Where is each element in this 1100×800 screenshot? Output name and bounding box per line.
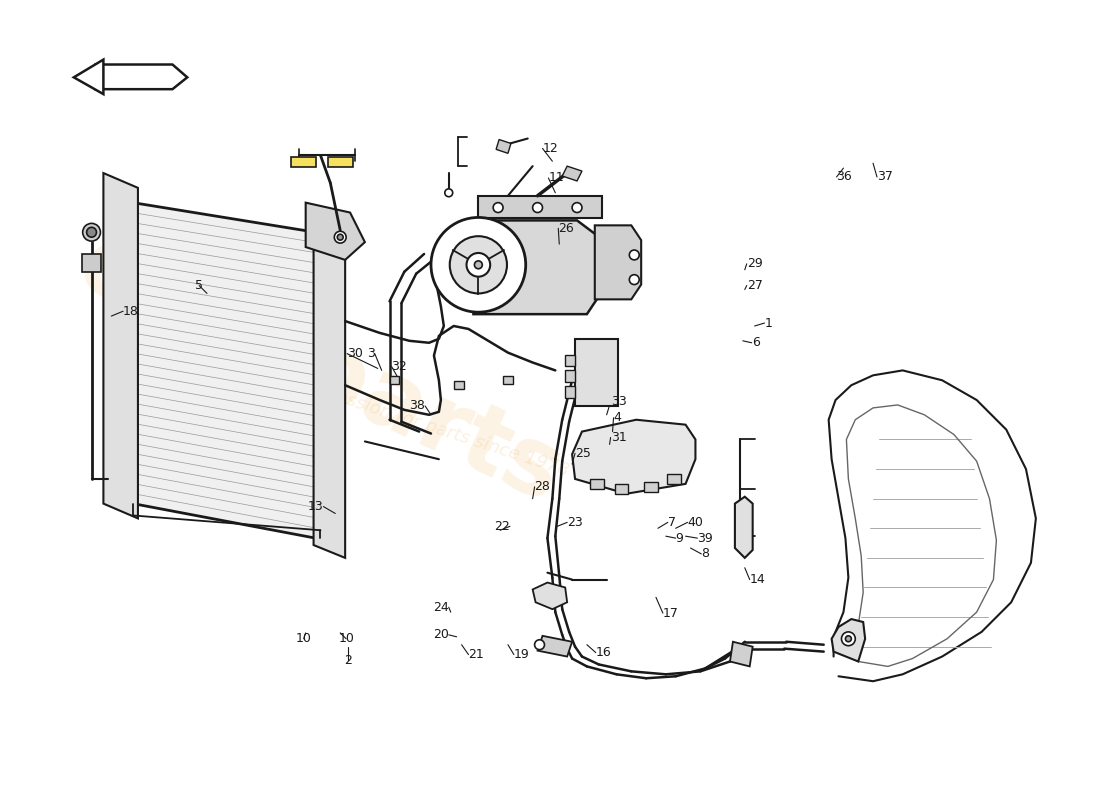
Polygon shape [667,474,681,484]
Circle shape [431,218,526,312]
Text: 32: 32 [392,360,407,373]
Text: 17: 17 [663,606,679,620]
Text: 6: 6 [751,336,760,350]
Polygon shape [81,254,101,272]
Text: 7: 7 [668,516,675,529]
Polygon shape [133,202,316,538]
Polygon shape [103,173,138,518]
Circle shape [629,250,639,260]
Circle shape [535,640,544,650]
Text: 28: 28 [535,480,550,494]
Circle shape [474,261,482,269]
Polygon shape [590,479,604,489]
Polygon shape [389,376,399,384]
Text: 3: 3 [367,347,375,360]
Polygon shape [290,158,316,167]
Polygon shape [645,482,658,492]
Text: 33: 33 [610,395,626,409]
Text: 16: 16 [596,646,612,659]
Polygon shape [306,202,365,260]
Circle shape [532,202,542,213]
Text: 18: 18 [123,305,139,318]
Text: 20: 20 [433,628,449,642]
Text: 4: 4 [614,411,622,424]
Polygon shape [453,382,463,389]
Polygon shape [595,226,641,299]
Text: 30: 30 [348,347,363,360]
Text: 11: 11 [549,171,564,185]
Polygon shape [575,339,618,406]
Polygon shape [562,166,582,181]
Polygon shape [96,65,187,89]
Text: 39: 39 [697,532,713,545]
Circle shape [444,189,453,197]
Text: 29: 29 [747,258,762,270]
Text: 38: 38 [409,399,425,413]
Text: a passion for parts since 1978: a passion for parts since 1978 [307,379,571,480]
Polygon shape [503,376,513,384]
Text: 27: 27 [747,279,762,292]
Polygon shape [572,420,695,494]
Polygon shape [832,619,866,662]
Polygon shape [496,139,510,154]
Circle shape [334,231,346,243]
Text: 5: 5 [195,279,204,292]
Text: 12: 12 [542,142,558,155]
Text: 31: 31 [610,431,626,444]
Text: 2: 2 [344,654,352,667]
Text: 22: 22 [494,520,510,533]
Polygon shape [565,370,575,382]
Text: 21: 21 [469,648,484,661]
Text: 24: 24 [433,601,449,614]
Circle shape [842,632,856,646]
Text: 25: 25 [575,446,591,460]
Circle shape [82,223,100,241]
Text: 23: 23 [568,516,583,529]
Polygon shape [730,642,752,666]
Circle shape [87,227,97,237]
Text: 36: 36 [836,170,852,183]
Circle shape [466,253,491,277]
Polygon shape [329,158,353,167]
Polygon shape [314,234,345,558]
Text: 14: 14 [750,573,766,586]
Text: 40: 40 [688,516,703,529]
Polygon shape [735,497,752,558]
Text: 37: 37 [877,170,893,183]
Circle shape [629,274,639,285]
Circle shape [572,202,582,213]
Circle shape [493,202,503,213]
Text: 8: 8 [702,547,710,561]
Polygon shape [615,484,628,494]
Text: 19: 19 [514,648,529,661]
Polygon shape [565,354,575,366]
Polygon shape [565,386,575,398]
Text: 10: 10 [296,632,311,646]
Polygon shape [478,196,602,218]
Text: 26: 26 [559,222,574,235]
Text: 1: 1 [764,317,772,330]
Polygon shape [538,636,572,657]
Circle shape [450,236,507,294]
Polygon shape [74,59,103,94]
Circle shape [338,234,343,240]
Text: 13: 13 [308,500,323,513]
Polygon shape [532,582,568,609]
Text: 9: 9 [675,532,683,545]
Text: 10: 10 [338,632,354,646]
Polygon shape [473,221,597,314]
Text: europarts: europarts [65,218,576,522]
Circle shape [846,636,851,642]
